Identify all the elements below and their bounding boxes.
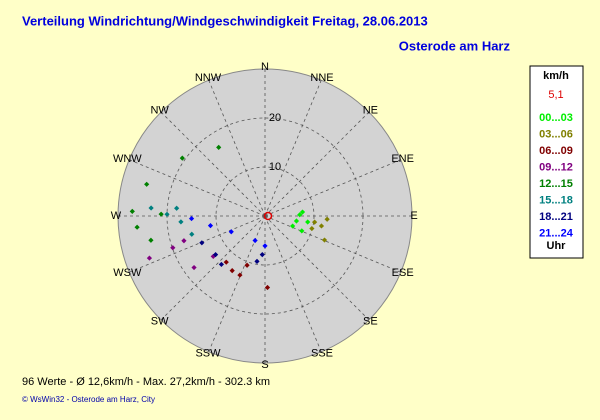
direction-label: SW [151,315,169,327]
spoke [264,215,370,321]
data-point [312,219,318,225]
data-point [218,261,224,268]
direction-label: NNW [195,72,222,84]
data-point [158,211,164,217]
data-point [262,243,268,249]
legend-footer: Uhr [547,240,567,252]
direction-label: ENE [391,153,414,165]
data-point [299,209,306,215]
spoke [264,80,322,217]
data-point [148,205,154,211]
direction-label: N [261,61,269,73]
spoke [264,215,322,352]
data-point [299,228,305,234]
data-point [188,215,195,222]
data-point [321,237,328,243]
center-marker [263,211,273,221]
direction-label: E [410,210,417,222]
spoke [160,111,266,217]
legend-label: 03...06 [539,128,573,140]
direction-label: S [261,359,268,371]
data-point [228,229,234,235]
data-point [178,219,184,225]
direction-label: ESE [392,267,414,279]
spoke [264,111,370,217]
data-point [309,225,315,232]
footer-credit: © WsWin32 - Osterode am Harz, City [22,395,155,404]
legend-label: 06...09 [539,145,573,157]
spoke [264,215,401,273]
spoke [129,159,266,217]
data-point [305,219,311,225]
data-point [174,205,180,211]
direction-label: SSE [311,348,333,360]
data-point [134,224,140,230]
legend-label: 00...03 [539,112,573,124]
direction-label: SE [363,315,378,327]
data-point [170,245,176,251]
data-point [223,259,229,265]
data-point [254,258,260,264]
current-value: 5,1 [548,89,563,101]
data-point [181,238,187,244]
direction-label: W [111,210,122,222]
data-point [324,216,330,222]
data-point [290,223,296,229]
legend-label: 09...12 [539,161,573,173]
data-point [252,237,258,244]
chart-subtitle: Osterode am Harz [399,38,511,53]
data-point [237,272,243,278]
legend-label: 18...21 [539,211,573,223]
spoke [264,159,401,217]
grid-ring [215,166,315,266]
data-point [297,212,303,218]
data-point [191,264,197,271]
spoke [208,80,266,217]
data-point [164,211,170,217]
direction-label: NE [363,105,378,117]
legend-title: km/h [543,70,569,82]
direction-label: SSW [195,348,221,360]
data-point [264,284,271,291]
data-point [189,231,195,237]
direction-label: NW [150,105,169,117]
legend-label: 15...18 [539,194,573,206]
direction-label: WNW [113,153,142,165]
legend-label: 12...15 [539,178,573,190]
data-point [212,252,219,258]
r-tick-label: 20 [269,112,281,124]
data-point [216,144,222,150]
r-tick-label: 10 [269,161,281,173]
data-point [148,237,154,243]
data-point [199,240,205,246]
data-point [146,255,153,261]
data-point [207,223,214,229]
spoke [129,215,266,273]
direction-label: NNE [310,72,333,84]
data-point [293,218,300,224]
direction-label: WSW [113,267,142,279]
spoke [160,215,266,321]
data-point [244,262,250,268]
legend-label: 21...24 [539,227,574,239]
data-point [259,252,265,258]
chart-title: Verteilung Windrichtung/Windgeschwindigk… [22,13,428,28]
data-point [144,181,150,187]
data-point [229,268,235,274]
data-point [179,155,185,161]
footer-stats: 96 Werte - Ø 12,6km/h - Max. 27,2km/h - … [22,376,270,388]
data-point [129,208,135,214]
data-point [318,223,325,229]
legend-box [529,65,584,259]
